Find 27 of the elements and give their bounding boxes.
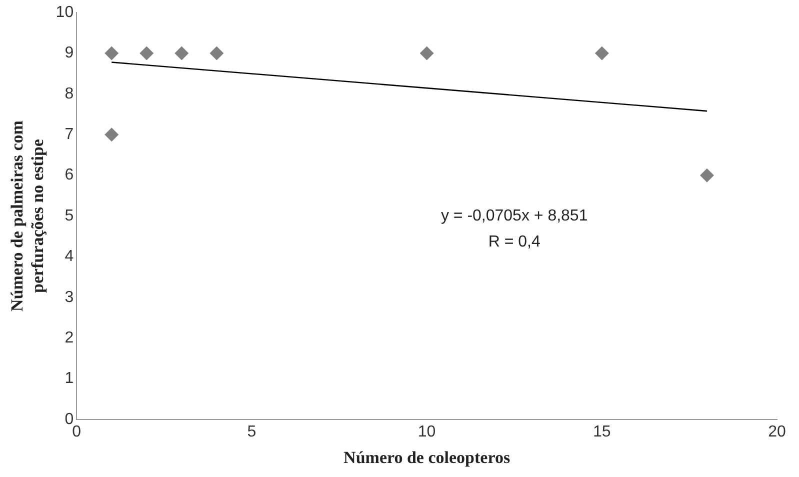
point [420, 46, 434, 60]
y-tick-label: 6 [64, 166, 74, 184]
point [210, 46, 224, 60]
annotation: R = 0,4 [488, 233, 540, 250]
y-tick-label: 0 [64, 410, 74, 428]
x-tick-label: 5 [247, 423, 256, 440]
x-axis-title: Número de coleopteros [344, 448, 510, 468]
y-tick-label: 3 [64, 288, 74, 306]
annotation: y = -0,0705x + 8,851 [440, 207, 588, 224]
y-tick-label: 7 [64, 126, 74, 144]
y-tick-label: 2 [64, 329, 74, 346]
x-tick-label: 20 [768, 423, 786, 440]
point [700, 168, 714, 182]
y-tick-label: 4 [64, 248, 74, 266]
y-tick-label: 5 [64, 207, 74, 224]
y-axis-title: Número de palmeiras com perfurações no estipe [8, 120, 47, 312]
point [104, 128, 119, 142]
point [140, 46, 154, 60]
point [594, 46, 609, 60]
y-tick-label: 1 [64, 370, 74, 388]
point [104, 46, 119, 60]
y-tick-label: 8 [64, 85, 74, 102]
x-tick-label: 10 [418, 423, 436, 440]
y-tick-label: 9 [64, 44, 74, 62]
x-tick-label: 15 [593, 423, 611, 440]
point [174, 46, 189, 60]
y-tick-label: 10 [56, 4, 74, 22]
